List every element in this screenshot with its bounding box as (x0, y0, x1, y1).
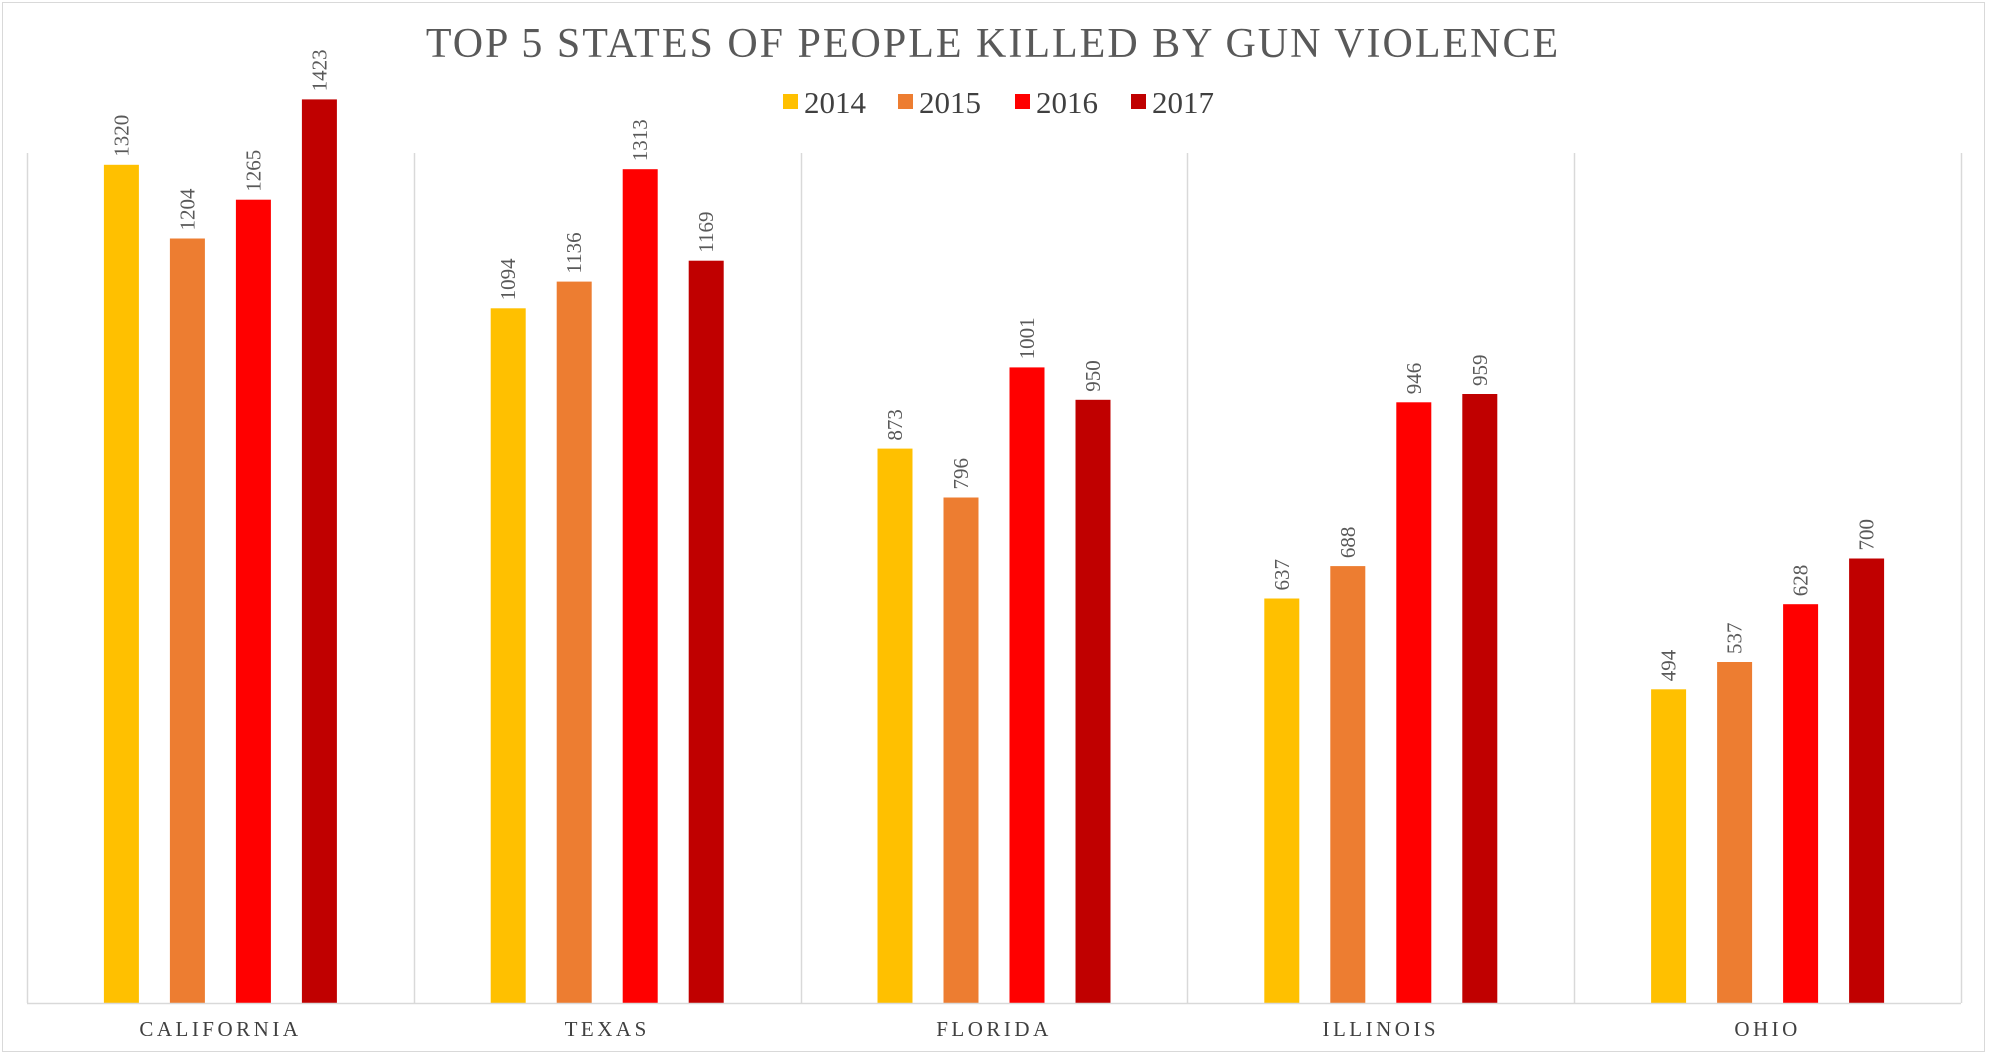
bar-florida-2017 (1075, 399, 1111, 1004)
bars (103, 99, 1885, 1004)
legend-label-2014: 2014 (804, 85, 867, 120)
legend-swatch-2014 (783, 94, 798, 109)
bar-california-2015 (169, 238, 205, 1003)
data-label-texas-2017: 1169 (694, 211, 718, 252)
bar-illinois-2015 (1330, 566, 1366, 1003)
data-label-florida-2015: 796 (949, 458, 973, 490)
category-label-california: CALIFORNIA (139, 1017, 301, 1041)
data-label-illinois-2015: 688 (1336, 527, 1360, 559)
data-label-texas-2014: 1094 (496, 258, 520, 301)
legend-label-2016: 2016 (1036, 85, 1098, 120)
legend-swatch-2016 (1015, 94, 1030, 109)
bar-ohio-2017 (1849, 558, 1885, 1003)
bar-florida-2014 (877, 448, 913, 1004)
bar-texas-2017 (688, 260, 724, 1003)
category-label-ohio: OHIO (1734, 1017, 1801, 1041)
data-label-illinois-2017: 959 (1468, 355, 1492, 387)
data-label-california-2017: 1423 (307, 49, 331, 91)
data-label-illinois-2016: 946 (1402, 363, 1426, 395)
category-labels: CALIFORNIA TEXAS FLORIDA ILLINOIS OHIO (139, 1017, 1801, 1041)
legend-label-2017: 2017 (1152, 85, 1214, 120)
bar-texas-2015 (556, 281, 592, 1004)
bar-illinois-2017 (1462, 394, 1498, 1003)
data-label-florida-2017: 950 (1081, 360, 1105, 392)
data-label-ohio-2015: 537 (1723, 623, 1747, 655)
chart-svg: TOP 5 STATES OF PEOPLE KILLED BY GUN VIO… (26, 21, 1963, 1041)
legend-label-2015: 2015 (919, 85, 981, 120)
category-label-florida: FLORIDA (936, 1017, 1052, 1041)
bar-illinois-2016 (1396, 402, 1432, 1003)
data-label-florida-2016: 1001 (1015, 317, 1039, 359)
data-label-california-2016: 1265 (241, 150, 265, 192)
data-label-ohio-2017: 700 (1855, 519, 1879, 551)
bar-ohio-2016 (1783, 604, 1819, 1003)
data-label-florida-2014: 873 (883, 409, 907, 441)
bar-california-2017 (301, 99, 337, 1003)
bar-florida-2015 (943, 497, 979, 1003)
bar-florida-2016 (1009, 367, 1045, 1003)
bar-california-2014 (103, 164, 139, 1004)
bar-ohio-2015 (1717, 662, 1753, 1003)
data-label-illinois-2014: 637 (1270, 559, 1294, 591)
legend-swatch-2017 (1131, 94, 1146, 109)
data-label-california-2015: 1204 (175, 188, 199, 231)
data-label-ohio-2014: 494 (1657, 649, 1681, 681)
data-label-texas-2015: 1136 (562, 232, 586, 273)
data-label-texas-2016: 1313 (628, 119, 652, 161)
category-label-texas: TEXAS (565, 1017, 650, 1041)
bar-ohio-2014 (1651, 689, 1687, 1003)
legend: 2014 2015 2016 2017 (783, 85, 1214, 120)
data-labels: 1320 1204 1265 1423 1094 1136 1313 1169 873 796 10… (109, 49, 1878, 681)
chart-title: TOP 5 STATES OF PEOPLE KILLED BY GUN VIO… (426, 21, 1560, 67)
category-label-illinois: ILLINOIS (1322, 1017, 1439, 1041)
legend-swatch-2015 (898, 94, 913, 109)
category-separators (26, 153, 1963, 1003)
data-label-california-2014: 1320 (109, 115, 133, 157)
bar-texas-2014 (490, 308, 526, 1003)
data-label-ohio-2016: 628 (1789, 565, 1813, 597)
bar-california-2016 (235, 199, 271, 1003)
bar-texas-2016 (622, 169, 658, 1003)
bar-illinois-2014 (1264, 598, 1300, 1003)
